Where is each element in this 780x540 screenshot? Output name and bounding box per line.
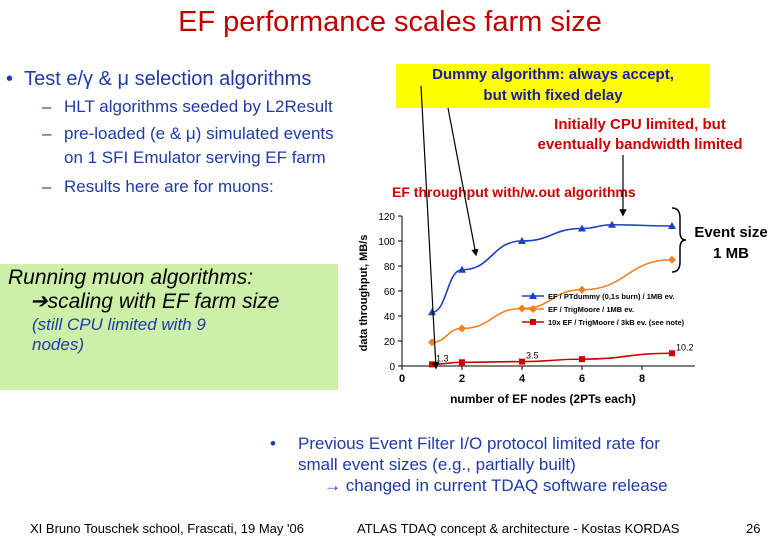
y-tick-label: 0 [389, 362, 395, 373]
running-line-1: Running muon algorithms: [8, 266, 254, 289]
series-line [431, 258, 673, 344]
data-label: 10.2 [676, 342, 694, 352]
right-arrow-icon: ➔ [30, 290, 48, 313]
bottom-line-2: small event sizes (e.g., partially built… [298, 455, 576, 474]
x-tick-label: 8 [639, 373, 645, 385]
dummy-line-1: Dummy algorithm: always accept, [432, 66, 674, 83]
y-tick-label: 20 [384, 337, 396, 348]
legend-entry: EF / TrigMoore / 1MB ev. [548, 305, 634, 314]
data-point-triangle [529, 292, 537, 299]
data-point-triangle [428, 308, 436, 316]
data-point-triangle [458, 265, 466, 273]
y-tick-label: 60 [384, 287, 396, 298]
data-point-square [579, 356, 585, 363]
data-point-square [530, 319, 536, 325]
running-muon-heading: Running muon algorithms: ➔scaling with E… [8, 266, 279, 314]
data-label: 3.5 [526, 351, 539, 361]
chart-axes: 0246810020406080100120 [378, 212, 695, 385]
chart-legend: EF / PTdummy (0,1s burn) / 1MB ev. EF / T… [522, 292, 685, 327]
arrow-right-icon: → [324, 476, 346, 495]
sub-item-sfi: on 1 SFI Emulator serving EF farm [64, 148, 326, 168]
x-tick-label: 4 [519, 373, 526, 385]
sub-item-hlt: – HLT algorithms seeded by L2Result [42, 97, 333, 116]
bottom-line-1: Previous Event Filter I/O protocol limit… [298, 434, 660, 453]
initially-line-1: Initially CPU limited, but [554, 116, 726, 133]
sub-item-text: HLT algorithms seeded by L2Result [64, 97, 333, 116]
bullet-test-selection-text: Test e/γ & μ selection algorithms [24, 68, 312, 90]
data-point-diamond [529, 305, 537, 313]
bottom-line-3: changed in current TDAQ software release [345, 476, 668, 495]
event-size-label: Event size 1 MB [682, 222, 780, 264]
data-label: 1.3 [436, 353, 449, 363]
bullet-dot: • [270, 434, 276, 453]
footer-left: XI Bruno Touschek school, Frascati, 19 M… [30, 521, 304, 536]
dummy-algorithm-callout: Dummy algorithm: always accept, but with… [396, 64, 710, 108]
data-point-diamond [668, 255, 676, 264]
data-point-triangle [668, 222, 676, 229]
data-point-triangle [518, 237, 526, 244]
plot-area [402, 216, 695, 366]
note-line-2: nodes) [32, 335, 84, 354]
chart-title: EF throughput with/w.out algorithms [392, 184, 636, 200]
data-point-diamond [458, 324, 466, 333]
slide-title: EF performance scales farm size [178, 6, 602, 38]
y-tick-label: 40 [384, 312, 396, 323]
sub-item-text: pre-loaded (e & μ) simulated events [64, 124, 334, 143]
event-size-line-1: Event size [694, 224, 768, 241]
y-tick-label: 100 [378, 237, 395, 248]
note-line-1: (still CPU limited with 9 [32, 315, 206, 334]
page-number: 26 [746, 521, 761, 536]
x-tick-label: 6 [579, 373, 585, 385]
sub-item-preloaded: – pre-loaded (e & μ) simulated events [42, 124, 334, 143]
plot-background [402, 216, 695, 366]
sub-item-text: Results here are for muons: [64, 177, 274, 196]
data-point-square [459, 359, 465, 366]
event-size-line-2: 1 MB [713, 245, 749, 262]
y-tick-label: 80 [384, 262, 396, 273]
sub-item-results: – Results here are for muons: [42, 177, 274, 196]
bottom-line-3-row: → changed in current TDAQ software relea… [270, 475, 668, 496]
series-layer: 1.3 3.5 10.2 [428, 220, 694, 368]
y-axis-label: data throughput, MB/s [358, 235, 370, 352]
arrow-to-start [420, 85, 440, 370]
running-line-2-row: ➔scaling with EF farm size [8, 290, 279, 314]
cpu-limited-callout: Initially CPU limited, but eventually ba… [500, 115, 780, 155]
muon-algorithms-box [0, 264, 338, 390]
sub-item-text: on 1 SFI Emulator serving EF farm [64, 148, 326, 167]
footer-center: ATLAS TDAQ concept & architecture - Kost… [357, 521, 680, 536]
running-line-2: scaling with EF farm size [47, 290, 280, 313]
legend-entry: EF / PTdummy (0,1s burn) / 1MB ev. [548, 292, 675, 301]
legend-entry: 10x EF / TrigMoore / 3kB ev. (see note) [548, 318, 685, 327]
x-tick-label: 0 [399, 373, 405, 385]
data-point-square [669, 350, 675, 357]
bullet-dot: • [6, 68, 25, 90]
brace-icon [671, 207, 687, 273]
initially-line-2: eventually bandwidth limited [537, 136, 743, 153]
data-point-diamond [578, 285, 586, 294]
dummy-line-2: but with fixed delay [483, 87, 623, 104]
data-point-triangle [608, 220, 616, 228]
throughput-chart: EF throughput with/w.out algorithms 0 2 4 6… [343, 178, 695, 414]
x-axis-label: number of EF nodes (2PTs each) [450, 392, 636, 406]
arrow-to-blue-curve [447, 107, 479, 257]
data-point-square [429, 361, 435, 368]
data-point-square [519, 358, 525, 365]
bottom-bullet: • Previous Event Filter I/O protocol lim… [270, 433, 668, 496]
bullet-test-selection: • Test e/γ & μ selection algorithms [6, 68, 311, 91]
cpu-limited-note: (still CPU limited with 9 nodes) [32, 315, 206, 355]
x-tick-label: 2 [459, 373, 465, 385]
y-tick-label: 120 [378, 212, 395, 223]
data-point-triangle [578, 224, 586, 232]
